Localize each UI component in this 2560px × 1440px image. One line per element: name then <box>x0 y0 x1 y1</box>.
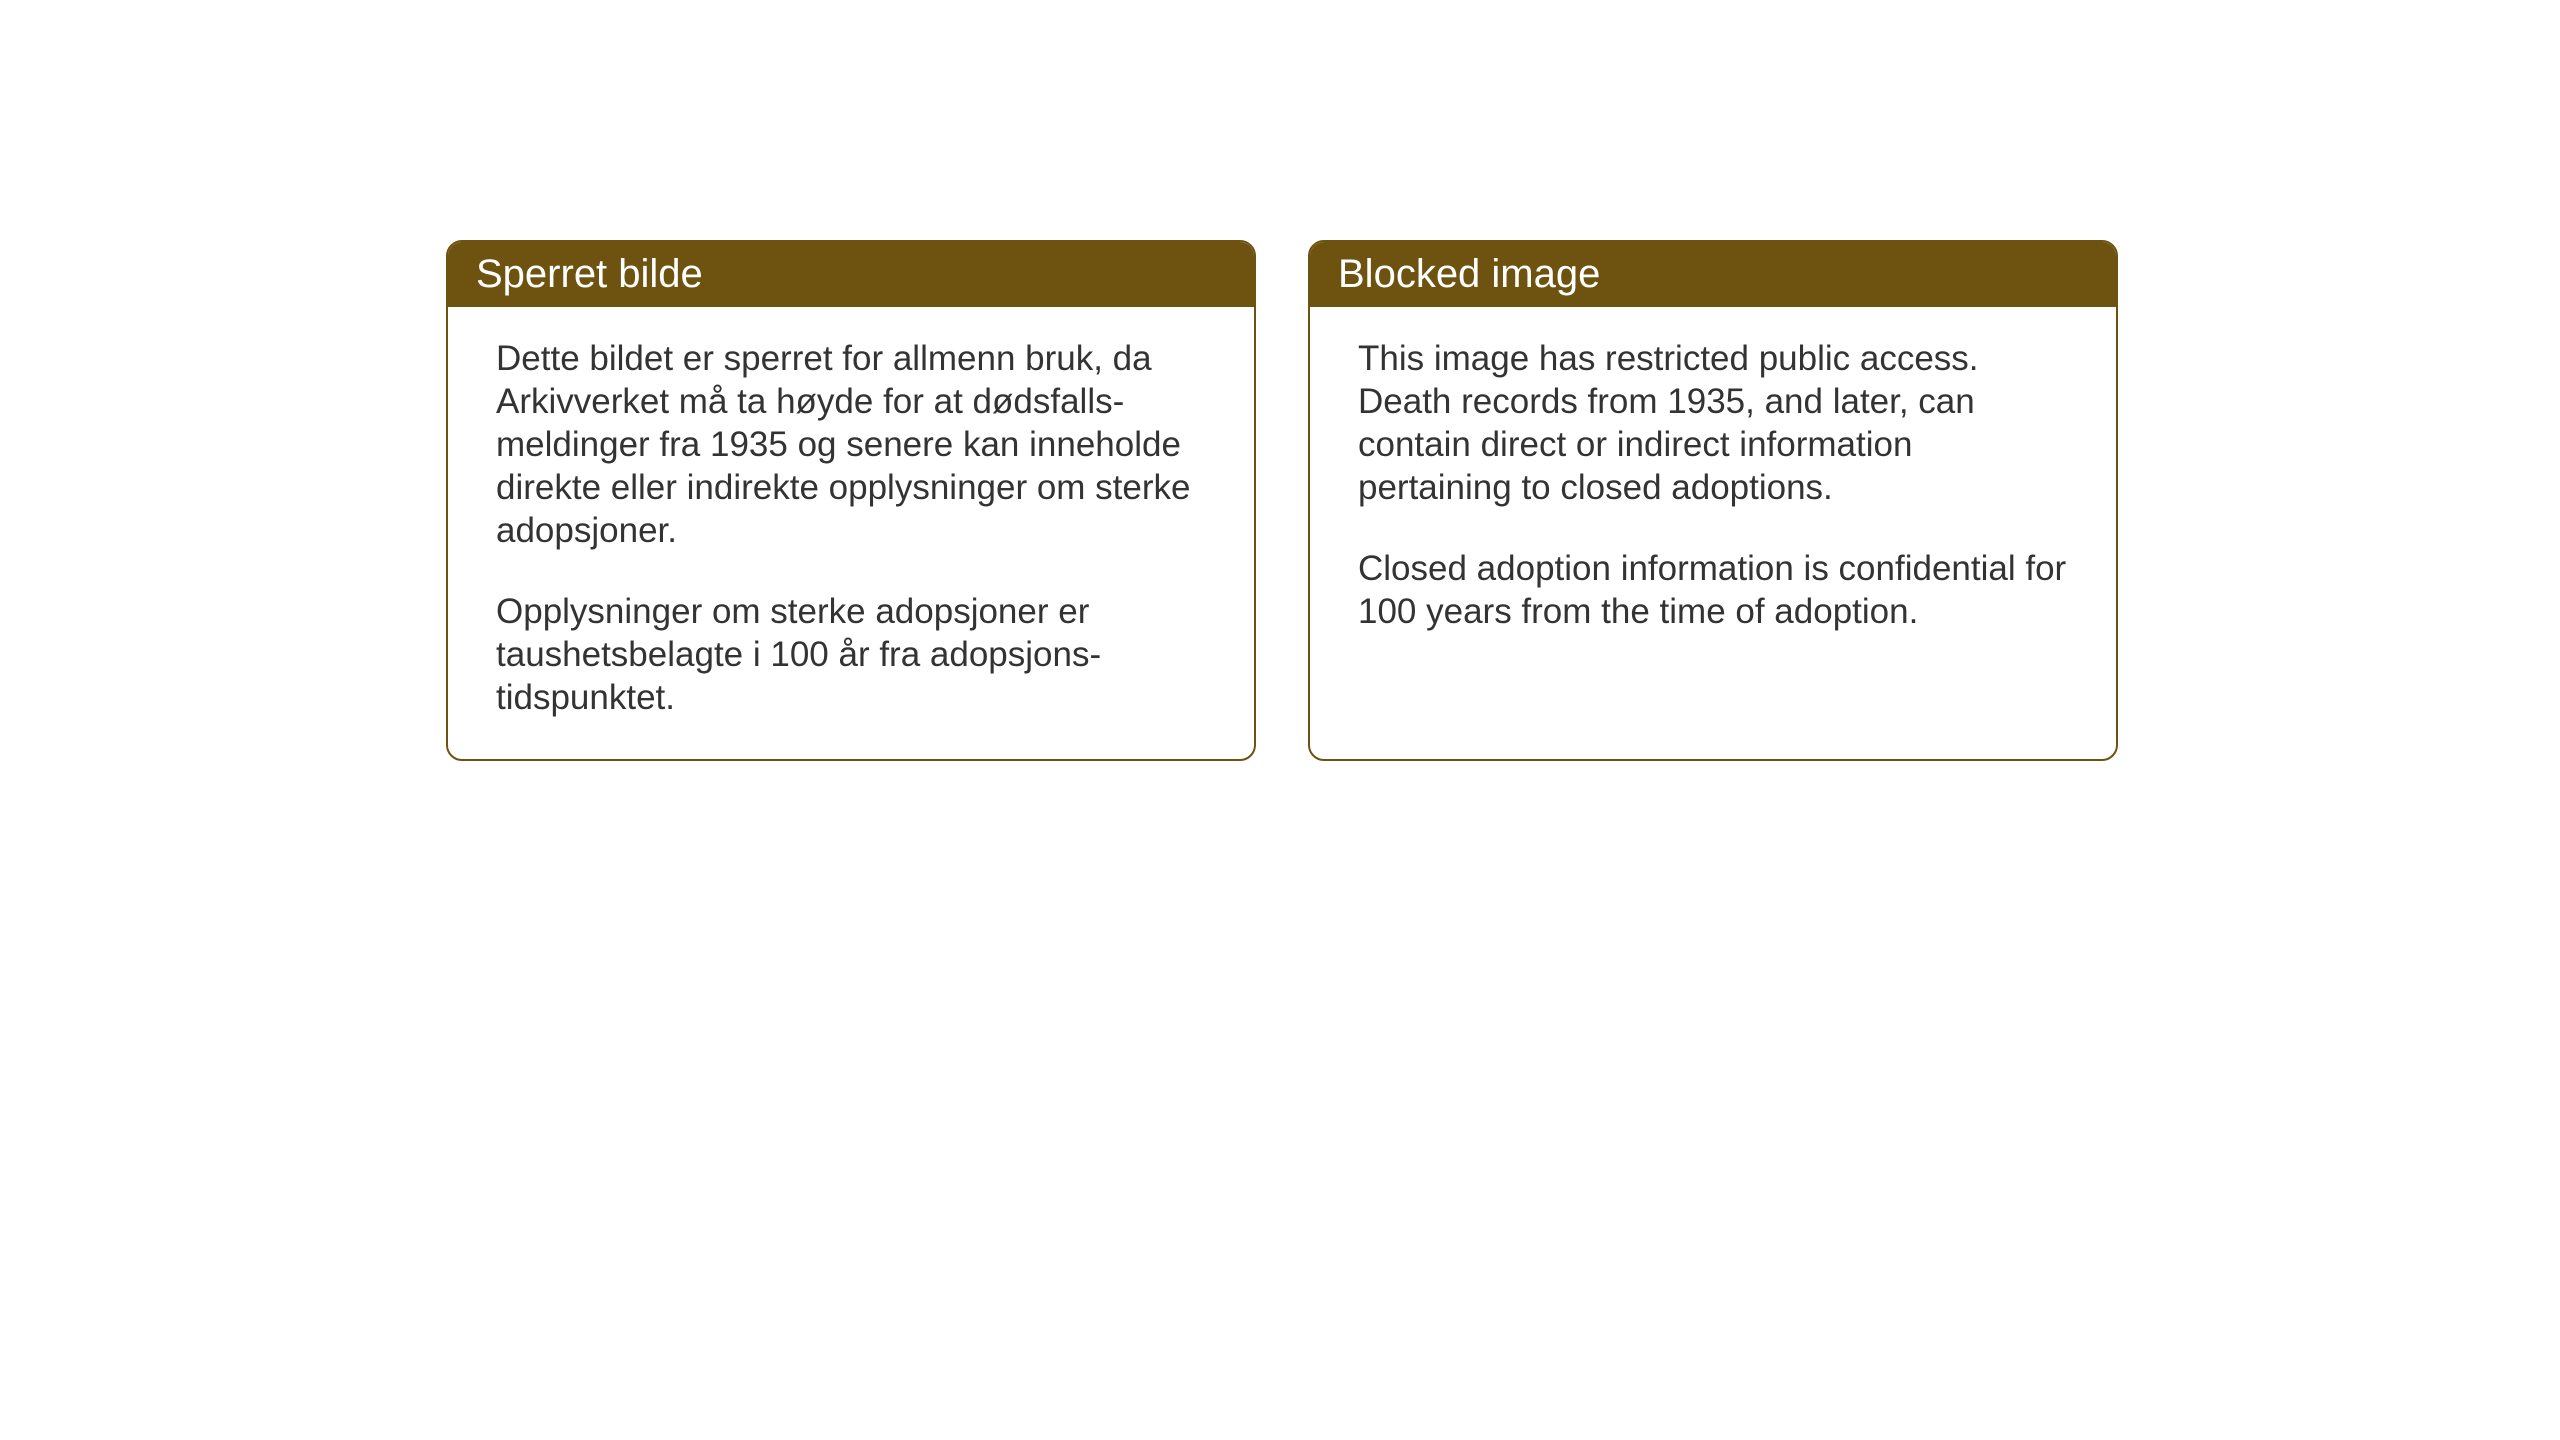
norwegian-card-title: Sperret bilde <box>476 252 703 296</box>
norwegian-card-header: Sperret bilde <box>448 242 1254 307</box>
english-card-body: This image has restricted public access.… <box>1310 307 2116 673</box>
english-notice-card: Blocked image This image has restricted … <box>1308 240 2118 761</box>
english-card-title: Blocked image <box>1338 252 1600 296</box>
notice-cards-container: Sperret bilde Dette bildet er sperret fo… <box>446 240 2118 761</box>
english-card-header: Blocked image <box>1310 242 2116 307</box>
english-paragraph-2: Closed adoption information is confident… <box>1358 547 2068 633</box>
english-paragraph-1: This image has restricted public access.… <box>1358 337 2068 509</box>
norwegian-notice-card: Sperret bilde Dette bildet er sperret fo… <box>446 240 1256 761</box>
norwegian-card-body: Dette bildet er sperret for allmenn bruk… <box>448 307 1254 759</box>
norwegian-paragraph-1: Dette bildet er sperret for allmenn bruk… <box>496 337 1206 552</box>
norwegian-paragraph-2: Opplysninger om sterke adopsjoner er tau… <box>496 590 1206 719</box>
